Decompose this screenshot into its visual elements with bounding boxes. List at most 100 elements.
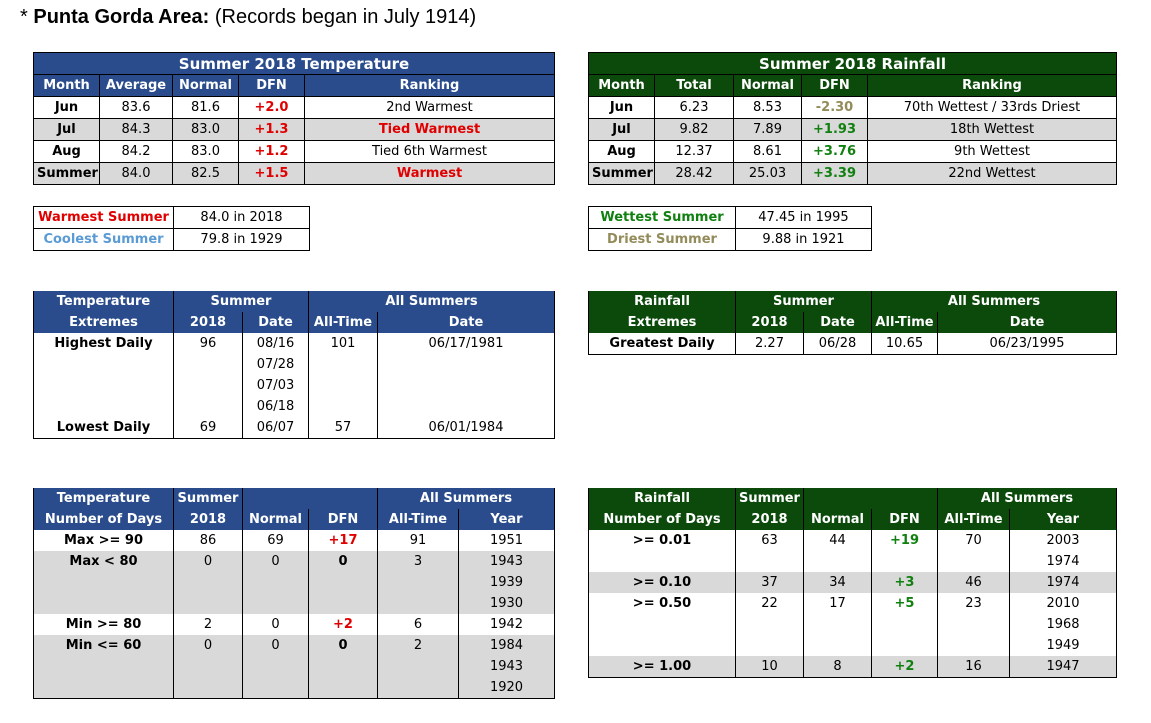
table-row: Jun 83.6 81.6 +2.0 2nd Warmest [33,96,555,119]
row-label: Min >= 80 [33,614,174,635]
table-row: Min <= 60 0 0 0 2 1984 [33,635,555,656]
date-cell: 06/18 [242,396,309,417]
value-cell: 28.42 [654,162,734,185]
value-cell [173,396,243,417]
date-cell: 06/01/1984 [377,417,555,439]
table-row: Summer 84.0 82.5 +1.5 Warmest [33,162,555,185]
value-cell [803,635,872,656]
table-row: Max >= 90 86 69 +17 91 1951 [33,530,555,551]
value-cell: 81.6 [172,96,239,119]
date-cell [377,354,555,375]
month-cell: Aug [33,140,100,163]
month-cell: Jul [33,118,100,141]
ranking-cell: 70th Wettest / 33rds Driest [867,96,1117,119]
value-cell [735,614,804,635]
value-cell: 6.23 [654,96,734,119]
value-cell: 63 [735,530,804,551]
value-cell [377,677,459,699]
record-label: Coolest Summer [33,228,174,251]
year-cell: 1947 [1009,656,1117,678]
value-cell: 2 [173,614,243,635]
table-row: 1920 [33,677,555,699]
value-cell: 17 [803,593,872,614]
table-row: Max < 80 0 0 0 3 1943 [33,551,555,572]
value-cell: 0 [242,551,309,572]
value-cell: 96 [173,333,243,354]
table-title: Summer 2018 Temperature [33,52,555,75]
column-header: Date [937,312,1117,333]
value-cell: 83.0 [172,140,239,163]
column-header: Rainfall [588,291,736,312]
column-header: Temperature [33,291,174,312]
row-label [588,551,736,572]
table-row: Min >= 80 2 0 +2 6 1942 [33,614,555,635]
value-cell: 23 [937,593,1010,614]
value-cell [735,551,804,572]
ranking-cell: 9th Wettest [867,140,1117,163]
month-cell: Summer [588,162,655,185]
column-header: Extremes [588,312,736,333]
value-cell: 2 [377,635,459,656]
value-cell: 84.3 [99,118,173,141]
value-cell [242,656,309,677]
table-row: >= 0.50 22 17 +5 23 2010 [588,593,1117,614]
dfn-cell: 0 [308,551,378,572]
dfn-cell: +19 [871,530,938,551]
row-label: Max >= 90 [33,530,174,551]
dfn-cell [308,572,378,593]
year-cell: 1939 [458,572,555,593]
record-value: 47.45 in 1995 [735,206,872,229]
row-label: >= 0.01 [588,530,736,551]
column-header: All Summers [377,488,555,509]
value-cell [803,551,872,572]
value-cell [308,375,378,396]
row-label: Max < 80 [33,551,174,572]
date-cell: 06/28 [803,333,872,355]
value-cell: 3 [377,551,459,572]
row-label: Min <= 60 [33,635,174,656]
value-cell [173,656,243,677]
dfn-cell: -2.30 [801,96,868,119]
table-row: 1949 [588,635,1117,656]
column-header: Average [99,74,173,97]
value-cell: 101 [308,333,378,354]
record-label: Driest Summer [588,228,736,251]
row-label [33,375,174,396]
record-value: 84.0 in 2018 [173,206,310,229]
month-cell: Summer [33,162,100,185]
dfn-cell: +2 [871,656,938,678]
value-cell: 2.27 [735,333,804,355]
value-cell: 10.65 [871,333,938,355]
value-cell: 37 [735,572,804,593]
record-label: Wettest Summer [588,206,736,229]
temperature-days-table: Temperature Summer All Summers Number of… [33,488,555,699]
record-label: Warmest Summer [33,206,174,229]
ranking-cell: Tied Warmest [304,118,555,141]
rainfall-records-table: Wettest Summer 47.45 in 1995 Driest Summ… [588,206,872,251]
month-cell: Jun [588,96,655,119]
rainfall-extremes-table: Rainfall Summer All Summers Extremes 201… [588,291,1117,355]
column-header: Summer [735,488,804,509]
value-cell [173,572,243,593]
table-row: Greatest Daily 2.27 06/28 10.65 06/23/19… [588,333,1117,355]
row-label [33,677,174,699]
column-header: DFN [801,74,868,97]
column-header: DFN [238,74,305,97]
column-header: Number of Days [33,509,174,530]
column-header: Date [803,312,872,333]
table-row: Highest Daily 96 08/16 101 06/17/1981 [33,333,555,354]
dfn-cell [871,635,938,656]
row-label [33,396,174,417]
table-row: Jul 84.3 83.0 +1.3 Tied Warmest [33,118,555,141]
value-cell [937,551,1010,572]
column-header: Date [377,312,555,333]
value-cell: 6 [377,614,459,635]
column-header: Year [1009,509,1117,530]
dfn-cell [308,656,378,677]
table-row: 06/18 [33,396,555,417]
dfn-cell: +1.2 [238,140,305,163]
year-cell: 1951 [458,530,555,551]
column-header-blank [803,488,938,509]
row-label: Highest Daily [33,333,174,354]
column-header: Month [33,74,100,97]
